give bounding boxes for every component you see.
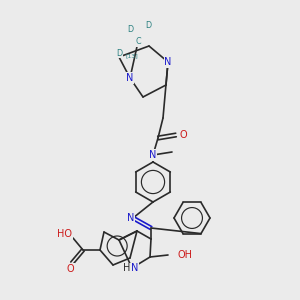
Text: N: N [127, 213, 135, 223]
Text: HO: HO [58, 229, 73, 239]
Text: N: N [131, 263, 139, 273]
Text: D: D [127, 26, 133, 34]
Text: D: D [116, 49, 122, 58]
Text: OH: OH [177, 250, 192, 260]
Text: D: D [145, 20, 151, 29]
Text: N: N [149, 150, 157, 160]
Text: O: O [66, 264, 74, 274]
Text: C: C [135, 38, 141, 46]
Text: [13]: [13] [126, 53, 139, 58]
Text: N: N [164, 57, 172, 67]
Text: H: H [123, 263, 131, 273]
Text: N: N [126, 73, 134, 83]
Text: O: O [179, 130, 187, 140]
